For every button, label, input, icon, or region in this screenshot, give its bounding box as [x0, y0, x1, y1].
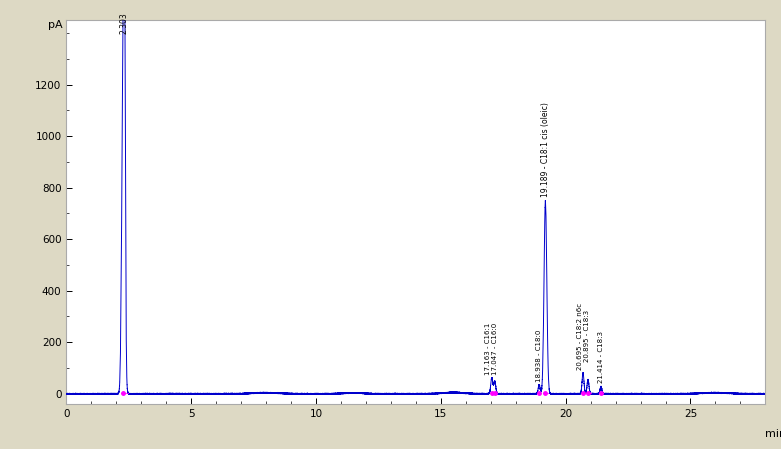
Text: pA: pA — [48, 20, 63, 30]
Text: 20.695 - C18:2 n6c
20.895 - C18:3: 20.695 - C18:2 n6c 20.895 - C18:3 — [576, 303, 590, 370]
Text: 21.414 - C18:3: 21.414 - C18:3 — [598, 331, 604, 383]
Text: min: min — [765, 429, 781, 439]
Text: 17.163 - C16:1
17.047 - C16:0: 17.163 - C16:1 17.047 - C16:0 — [485, 323, 498, 375]
Text: 2.303: 2.303 — [119, 12, 128, 34]
Text: 19.189 - C18:1 cis (oleic): 19.189 - C18:1 cis (oleic) — [541, 102, 550, 197]
Text: 18.938 - C18:0: 18.938 - C18:0 — [536, 330, 542, 382]
